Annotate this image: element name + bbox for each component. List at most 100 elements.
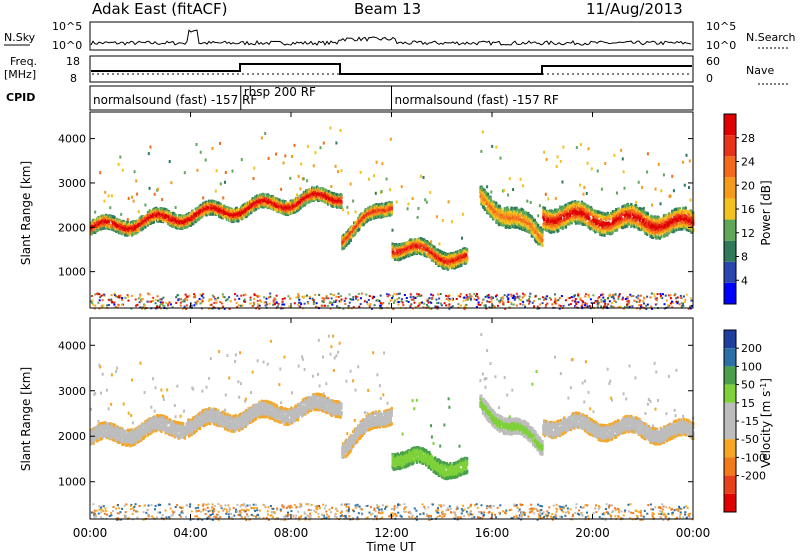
- speckle-cell: [230, 300, 232, 303]
- echo-cell: [164, 216, 167, 220]
- speckle-cell: [414, 297, 417, 299]
- echo-cell: [116, 217, 119, 221]
- speckle-cell: [161, 301, 164, 304]
- speckle-cell: [531, 301, 534, 304]
- speckle-cell: [435, 298, 438, 301]
- speckle-cell: [473, 298, 476, 301]
- echo-cell: [401, 251, 404, 255]
- echo-cell: [394, 244, 397, 248]
- echo-cell: [316, 193, 319, 197]
- speckle-cell: [412, 295, 415, 298]
- echo-cell: [204, 158, 207, 162]
- echo-cell: [195, 143, 198, 146]
- speckle-cell: [502, 297, 504, 300]
- speckle-cell: [303, 302, 306, 305]
- echo-cell: [141, 222, 144, 226]
- speckle-cell: [167, 304, 169, 307]
- speckle-cell: [522, 292, 525, 295]
- echo-cell: [186, 225, 189, 229]
- speckle-cell: [680, 296, 683, 299]
- speckle-cell: [448, 307, 451, 310]
- speckle-cell: [368, 305, 371, 308]
- echo-cell: [392, 247, 395, 251]
- speckle-cell: [269, 292, 272, 295]
- speckle-cell: [150, 300, 153, 303]
- speckle-cell: [513, 298, 516, 301]
- echo-cell: [269, 197, 272, 201]
- speckle-cell: [574, 298, 577, 300]
- echo-cell: [390, 205, 393, 209]
- echo-cell: [126, 233, 129, 237]
- echo-cell: [228, 206, 231, 210]
- speckle-cell: [348, 293, 351, 296]
- speckle-cell: [659, 296, 662, 299]
- echo-cell: [224, 180, 226, 184]
- speckle-cell: [344, 297, 347, 300]
- speckle-cell: [503, 294, 506, 297]
- speckle-cell: [329, 293, 332, 296]
- speckle-cell: [507, 298, 510, 301]
- speckle-cell: [249, 296, 252, 299]
- echo-cell: [395, 200, 398, 204]
- echo-cell: [268, 205, 271, 209]
- speckle-cell: [622, 296, 624, 299]
- speckle-cell: [355, 297, 358, 300]
- echo-cell: [174, 213, 177, 217]
- speckle-cell: [588, 296, 590, 299]
- echo-cell: [219, 203, 222, 207]
- speckle-cell: [475, 306, 478, 309]
- speckle-cell: [469, 299, 472, 302]
- echo-cell: [417, 207, 420, 210]
- speckle-cell: [675, 297, 678, 300]
- speckle-cell: [195, 301, 198, 304]
- speckle-cell: [183, 305, 186, 308]
- echo-cell: [262, 196, 265, 199]
- speckle-cell: [329, 307, 332, 310]
- speckle-cell: [683, 301, 686, 303]
- echo-cell: [299, 187, 302, 191]
- echo-cell: [276, 198, 279, 202]
- speckle-cell: [536, 305, 539, 308]
- speckle-cell: [581, 303, 584, 306]
- speckle-cell: [671, 300, 673, 303]
- echo-cell: [105, 220, 109, 224]
- speckle-cell: [251, 305, 254, 308]
- speckle-cell: [575, 303, 578, 306]
- echo-cell: [300, 162, 303, 166]
- speckle-cell: [473, 293, 476, 296]
- echo-cell: [335, 141, 338, 145]
- speckle-cell: [154, 302, 157, 305]
- echo-cell: [224, 171, 227, 174]
- speckle-cell: [629, 293, 632, 296]
- speckle-cell: [398, 292, 401, 295]
- speckle-cell: [445, 294, 448, 297]
- echo-cell: [255, 196, 258, 200]
- echo-cell: [201, 213, 204, 217]
- speckle-cell: [627, 299, 630, 302]
- echo-cell: [409, 253, 412, 256]
- date-title: 11/Aug/2013: [586, 0, 683, 18]
- speckle-cell: [158, 300, 161, 303]
- speckle-cell: [457, 303, 460, 306]
- noise-panel-frame: [89, 21, 694, 51]
- echo-cell: [430, 245, 434, 249]
- speckle-cell: [554, 293, 556, 296]
- echo-cell: [427, 243, 430, 247]
- echo-cell: [107, 194, 110, 198]
- echo-cell: [339, 203, 342, 207]
- echo-cell: [422, 241, 425, 244]
- speckle-cell: [199, 293, 202, 296]
- echo-cell: [153, 192, 156, 196]
- speckle-cell: [536, 307, 539, 310]
- echo-cell: [302, 177, 305, 181]
- speckle-cell: [158, 306, 161, 308]
- speckle-cell: [313, 300, 315, 303]
- speckle-cell: [340, 298, 343, 301]
- speckle-cell: [602, 296, 605, 299]
- speckle-cell: [639, 305, 642, 308]
- echo-cell: [169, 214, 172, 218]
- speckle-cell: [412, 307, 414, 310]
- speckle-cell: [186, 295, 189, 298]
- speckle-cell: [258, 307, 261, 310]
